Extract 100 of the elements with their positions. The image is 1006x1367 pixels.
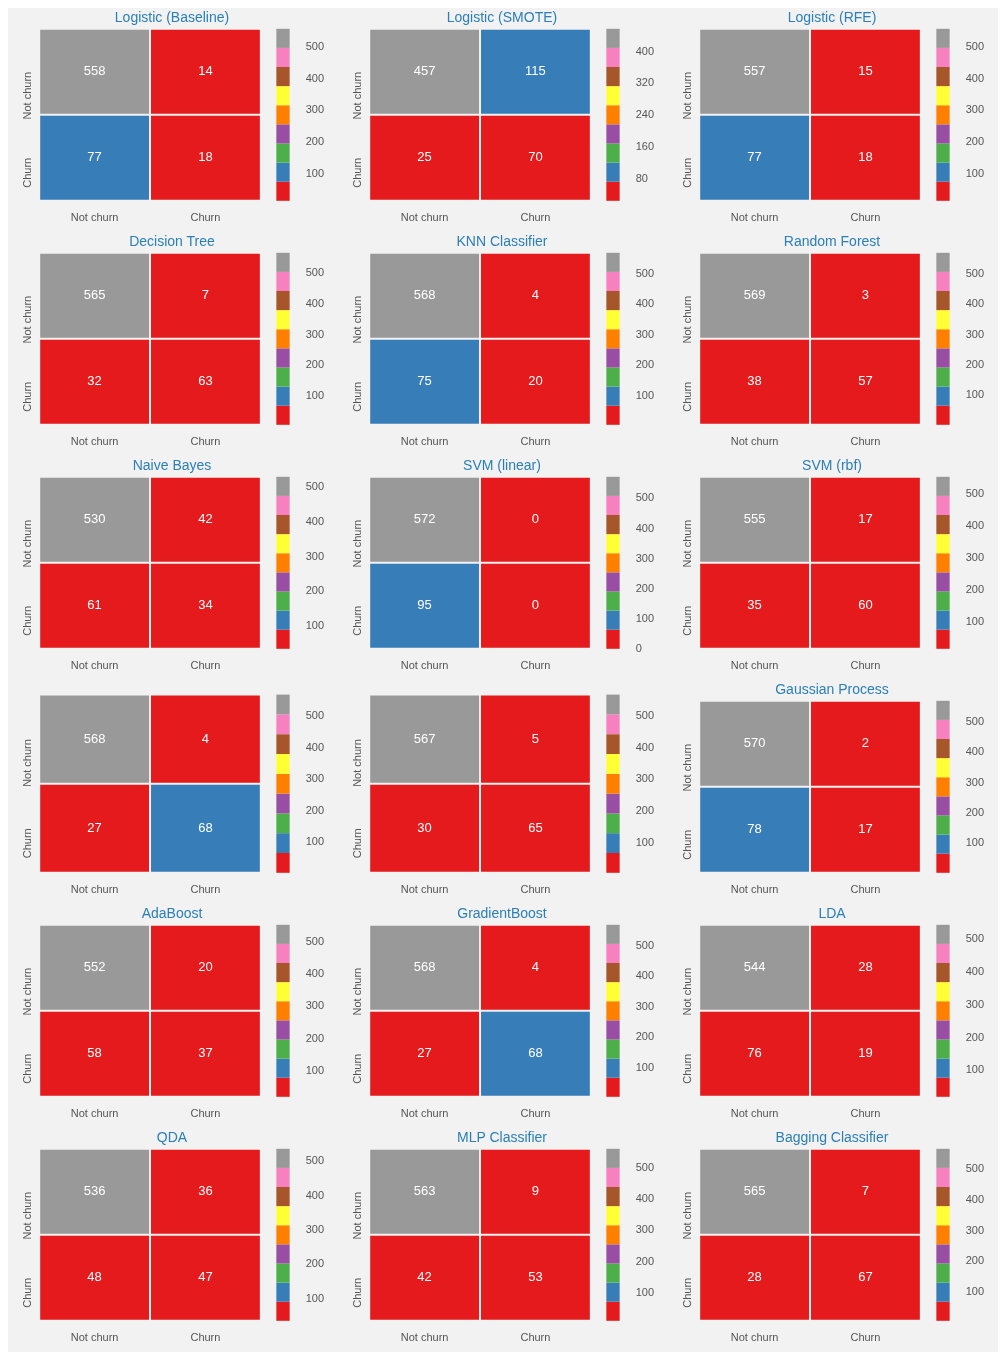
color-bar-label: 300 <box>305 999 325 1012</box>
data-label: 63 <box>198 373 213 389</box>
chart-title: QDA <box>156 1129 188 1146</box>
data-label: 32 <box>87 373 102 389</box>
x-tick-label: Churn <box>850 1331 881 1344</box>
y-tick-label: Not churn <box>351 967 364 1016</box>
color-bar-label: 200 <box>965 357 985 370</box>
color-bar-label: 100 <box>635 611 655 624</box>
y-tick-label: Churn <box>21 381 34 412</box>
data-label: 4 <box>531 959 540 975</box>
data-label: 5 <box>531 730 540 746</box>
data-label: 568 <box>413 287 436 303</box>
data-label: 36 <box>198 1183 213 1199</box>
y-tick-label: Not churn <box>681 519 694 568</box>
data-label: 61 <box>87 597 102 613</box>
data-label: 28 <box>858 959 873 975</box>
color-bar-label: 300 <box>965 775 985 788</box>
color-bar-label: 500 <box>305 265 325 278</box>
y-tick-label: Churn <box>351 1277 364 1308</box>
color-bar-label: 500 <box>965 266 985 279</box>
color-bar-label: 500 <box>305 480 325 493</box>
color-bar-label: 500 <box>965 715 985 728</box>
y-tick-label: Not churn <box>351 519 364 568</box>
x-tick-label: Not churn <box>400 883 449 896</box>
color-bar-label: 300 <box>635 772 655 785</box>
y-tick-label: Churn <box>351 605 364 636</box>
color-bar-label: 100 <box>965 836 985 849</box>
y-tick-label: Churn <box>351 381 364 412</box>
color-bar-label: 500 <box>305 934 325 947</box>
y-tick-label: Not churn <box>681 743 694 792</box>
x-tick-label: Not churn <box>70 435 119 448</box>
y-tick-label: Not churn <box>351 71 364 120</box>
color-bar-label: 200 <box>305 584 325 597</box>
data-label: 0 <box>531 511 540 527</box>
data-label: 70 <box>528 149 543 165</box>
data-label: 530 <box>83 511 106 527</box>
chart-title: GradientBoost <box>457 905 547 922</box>
color-bar-label: 100 <box>305 166 325 179</box>
x-tick-label: Churn <box>520 435 551 448</box>
color-bar-label: 400 <box>965 297 985 310</box>
color-bar-label: 200 <box>305 1257 325 1270</box>
color-bar-label: 400 <box>635 521 655 534</box>
chart-title: AdaBoost <box>141 905 203 922</box>
data-label: 569 <box>743 287 766 303</box>
data-label: 53 <box>528 1269 543 1285</box>
data-label: 30 <box>417 819 432 835</box>
color-bar-label: 200 <box>965 583 985 596</box>
x-tick-label: Not churn <box>400 1107 449 1120</box>
color-bar-label: 300 <box>965 103 985 116</box>
color-bar-label: 240 <box>635 108 655 121</box>
data-label: 57 <box>858 373 873 389</box>
y-tick-label: Churn <box>351 157 364 188</box>
data-label: 19 <box>858 1045 873 1061</box>
chart-title: SVM (linear) <box>463 457 541 474</box>
color-bar-label: 400 <box>635 969 655 982</box>
color-bar-label: 300 <box>635 327 655 340</box>
chart-title: Random Forest <box>783 233 881 250</box>
x-tick-label: Not churn <box>70 1331 119 1344</box>
chart-title: MLP Classifier <box>457 1129 548 1146</box>
data-label: 77 <box>87 149 102 165</box>
data-label: 0 <box>531 597 540 613</box>
y-tick-label: Churn <box>681 381 694 412</box>
color-bar-label: 500 <box>635 266 655 279</box>
x-tick-label: Churn <box>190 659 221 672</box>
color-bar-label: 100 <box>965 615 985 628</box>
color-bar-label: 100 <box>965 1285 985 1298</box>
x-tick-label: Churn <box>520 883 551 896</box>
color-bar-label: 80 <box>635 171 648 184</box>
data-label: 557 <box>743 63 766 79</box>
x-tick-label: Not churn <box>400 659 449 672</box>
y-tick-label: Not churn <box>21 1191 34 1240</box>
x-tick-label: Churn <box>850 883 881 896</box>
color-bar-label: 300 <box>635 551 655 564</box>
color-bar-label: 400 <box>305 966 325 979</box>
data-label: 3 <box>861 287 870 303</box>
data-label: 27 <box>417 1045 432 1061</box>
color-bar-label: 100 <box>965 1063 985 1076</box>
y-tick-label: Not churn <box>351 739 364 787</box>
color-bar-label: 500 <box>965 932 985 945</box>
chart-title: LDA <box>818 905 847 922</box>
data-label: 14 <box>198 63 213 79</box>
color-bar-label: 100 <box>305 1291 325 1304</box>
y-tick-label: Churn <box>351 828 364 859</box>
data-label: 75 <box>417 373 432 389</box>
data-label: 4 <box>201 730 210 746</box>
data-label: 2 <box>861 735 870 751</box>
x-tick-label: Not churn <box>730 1107 779 1120</box>
data-label: 15 <box>858 63 873 79</box>
color-bar-label: 400 <box>635 44 655 57</box>
y-tick-label: Churn <box>681 157 694 188</box>
color-bar-label: 200 <box>965 1030 985 1043</box>
data-label: 78 <box>747 821 762 837</box>
color-bar-label: 100 <box>305 618 325 631</box>
color-bar-label: 300 <box>305 772 325 785</box>
data-label: 34 <box>198 597 213 613</box>
x-tick-label: Not churn <box>70 659 119 672</box>
color-bar-label: 100 <box>305 1063 325 1076</box>
chart-title: Logistic (RFE) <box>787 9 877 26</box>
chart-title: Logistic (Baseline) <box>114 9 230 26</box>
data-label: 27 <box>87 819 102 835</box>
